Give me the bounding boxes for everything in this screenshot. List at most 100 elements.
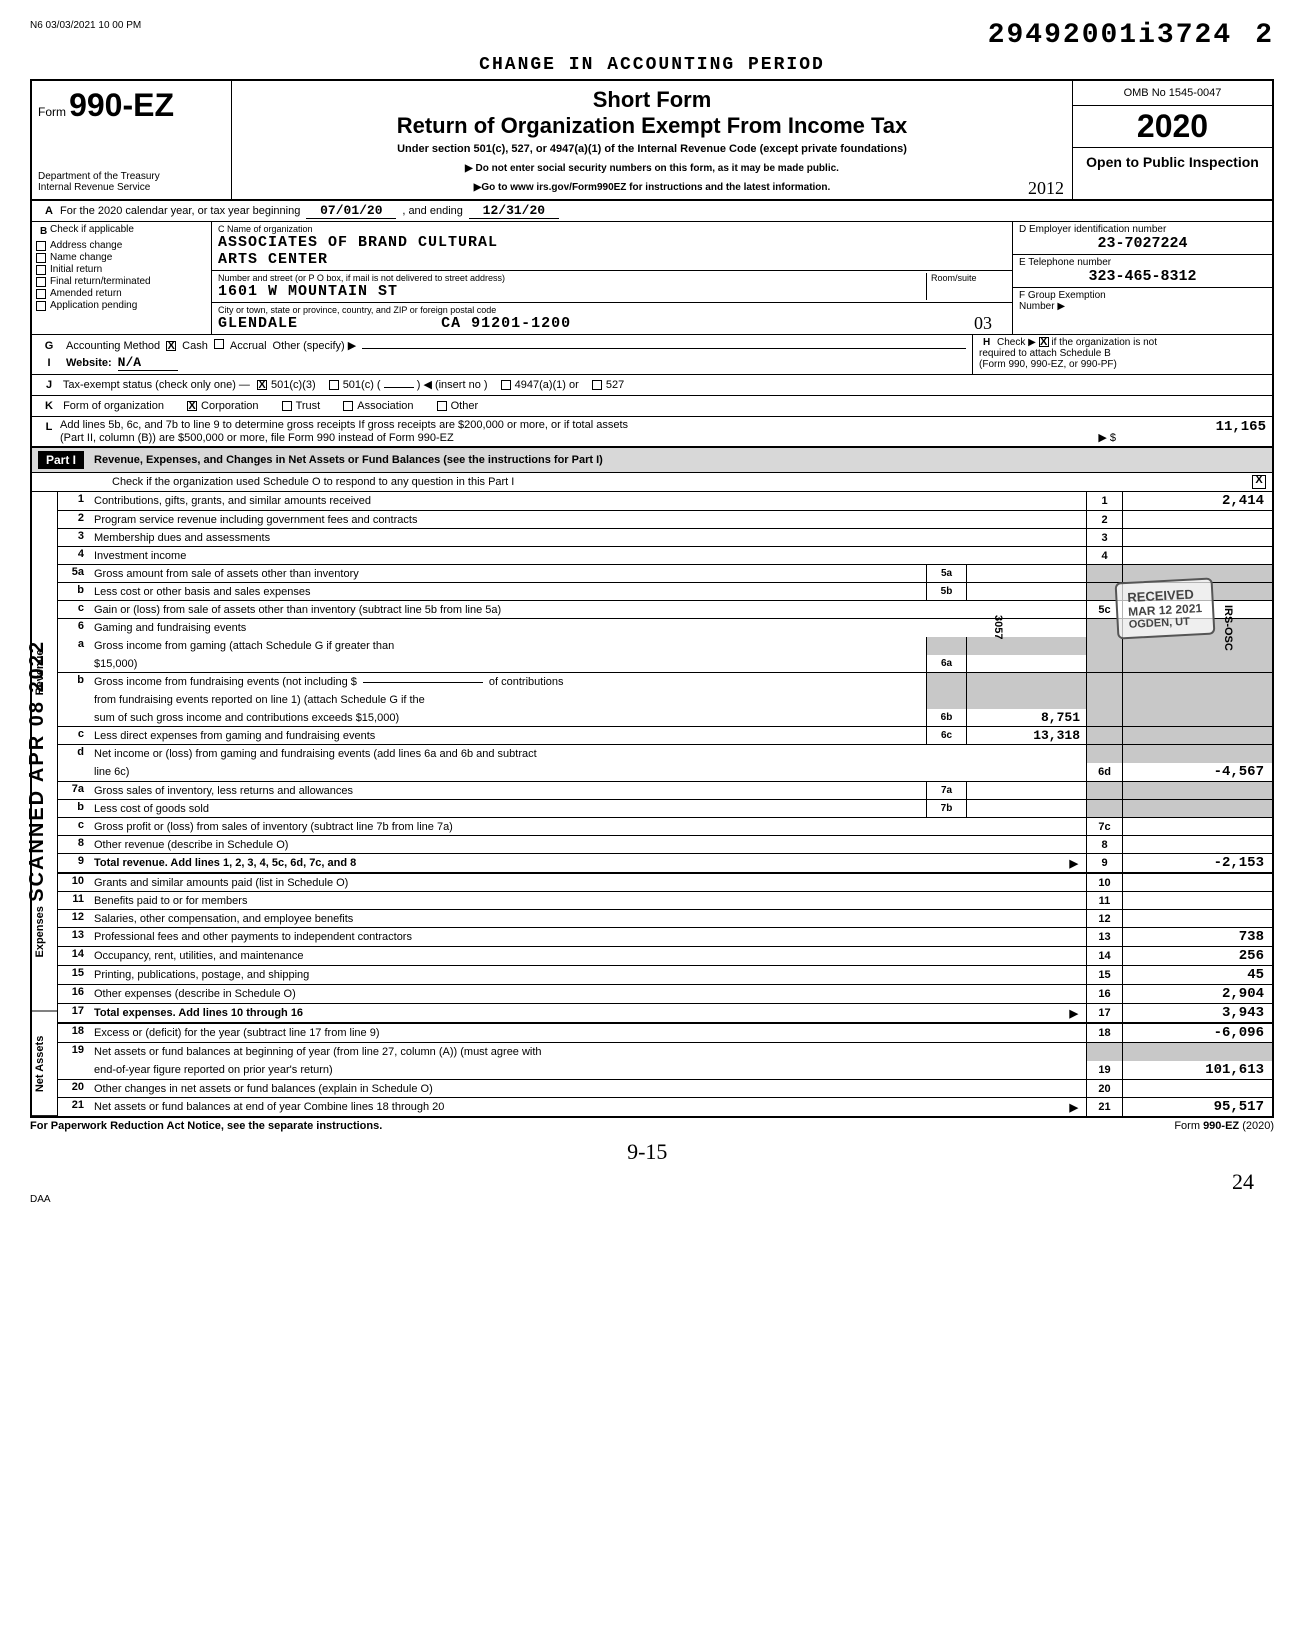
info-block: BCheck if applicable Address change Name… — [30, 222, 1274, 335]
line-15: 15 Printing, publications, postage, and … — [58, 966, 1272, 985]
check-amended-return[interactable]: Amended return — [36, 288, 207, 299]
column-c: C Name of organization ASSOCIATES OF BRA… — [212, 222, 1012, 334]
header-center: Short Form Return of Organization Exempt… — [232, 81, 1072, 199]
line-12: 12 Salaries, other compensation, and emp… — [58, 910, 1272, 928]
check-application-pending[interactable]: Application pending — [36, 300, 207, 311]
line-6b-1: b Gross income from fundraising events (… — [58, 673, 1272, 691]
checkbox-501c3[interactable] — [257, 380, 267, 390]
checkbox-501c[interactable] — [329, 380, 339, 390]
checkbox-4947[interactable] — [501, 380, 511, 390]
timestamp: N6 03/03/2021 10 00 PM — [30, 20, 141, 31]
line-1: 1 Contributions, gifts, grants, and simi… — [58, 492, 1272, 511]
line-6d-2: line 6c) 6d -4,567 — [58, 763, 1272, 782]
line-2: 2 Program service revenue including gove… — [58, 511, 1272, 529]
daa-label: DAA — [30, 1194, 1274, 1205]
checkbox-schedule-o[interactable] — [1252, 475, 1266, 489]
line-l: L Add lines 5b, 6c, and 7b to line 9 to … — [30, 417, 1274, 448]
begin-date: 07/01/20 — [306, 203, 396, 219]
received-stamp: RECEIVED MAR 12 2021 OGDEN, UT — [1115, 577, 1216, 639]
footer: For Paperwork Reduction Act Notice, see … — [30, 1118, 1274, 1134]
ein-row: D Employer identification number 23-7027… — [1013, 222, 1272, 255]
check-initial-return[interactable]: Initial return — [36, 264, 207, 275]
checkbox-trust[interactable] — [282, 401, 292, 411]
checkbox-cash[interactable] — [166, 341, 176, 351]
line-l-amount: 11,165 — [1116, 419, 1266, 444]
check-name-change[interactable]: Name change — [36, 252, 207, 263]
line-13: 13 Professional fees and other payments … — [58, 928, 1272, 947]
end-date: 12/31/20 — [469, 203, 559, 219]
ein-value: 23-7027224 — [1019, 235, 1266, 252]
line-7b: b Less cost of goods sold 7b — [58, 800, 1272, 818]
other-specify-input[interactable] — [362, 348, 966, 349]
handwritten-03: 03 — [974, 313, 992, 334]
form-header: Form 990-EZ Department of the Treasury I… — [30, 79, 1274, 199]
line-19-1: 19 Net assets or fund balances at beginn… — [58, 1043, 1272, 1061]
line-j: J Tax-exempt status (check only one) — 5… — [30, 375, 1274, 396]
dln: 29492001i3724 — [988, 20, 1232, 51]
check-address-change[interactable]: Address change — [36, 240, 207, 251]
checkbox-icon[interactable] — [36, 277, 46, 287]
b-label: Check if applicable — [50, 224, 134, 239]
checkbox-schedule-b[interactable] — [1039, 337, 1049, 347]
city-label: City or town, state or province, country… — [218, 305, 1006, 315]
line-h: H Check ▶ if the organization is not req… — [972, 335, 1272, 374]
line-5a: 5a Gross amount from sale of assets othe… — [58, 565, 1272, 583]
stamp-3057: 3057 — [992, 615, 1004, 639]
line-a-letter: A — [38, 203, 60, 219]
line-g: G Accounting Method Cash Accrual Other (… — [38, 338, 966, 354]
checkbox-association[interactable] — [343, 401, 353, 411]
return-title: Return of Organization Exempt From Incom… — [242, 113, 1062, 139]
footer-form-ref: Form 990-EZ (2020) — [1174, 1120, 1274, 1132]
grid-body: 1 Contributions, gifts, grants, and simi… — [58, 492, 1272, 1116]
form-prefix: Form — [38, 105, 66, 119]
org-state-zip: CA 91201-1200 — [441, 315, 571, 332]
room-label: Room/suite — [931, 273, 1006, 283]
phone-label: E Telephone number — [1019, 257, 1266, 268]
line-17: 17 Total expenses. Add lines 10 through … — [58, 1004, 1272, 1024]
part-1-label: Part I — [38, 451, 84, 469]
line-3: 3 Membership dues and assessments 3 — [58, 529, 1272, 547]
checkbox-corporation[interactable] — [187, 401, 197, 411]
line-18: 18 Excess or (deficit) for the year (sub… — [58, 1024, 1272, 1043]
line-21: 21 Net assets or fund balances at end of… — [58, 1098, 1272, 1116]
line-a: A For the 2020 calendar year, or tax yea… — [30, 199, 1274, 222]
line-6a-1: a Gross income from gaming (attach Sched… — [58, 637, 1272, 655]
return-subtitle: Under section 501(c), 527, or 4947(a)(1)… — [242, 143, 1062, 155]
line-11: 11 Benefits paid to or for members 11 — [58, 892, 1272, 910]
checkbox-icon[interactable] — [36, 301, 46, 311]
checkbox-icon[interactable] — [36, 241, 46, 251]
page-number: 2 — [1255, 20, 1274, 51]
checkbox-icon[interactable] — [36, 265, 46, 275]
instr-website: ▶Go to www irs.gov/Form990EZ for instruc… — [242, 182, 1062, 193]
checkbox-icon[interactable] — [36, 289, 46, 299]
dept-treasury: Department of the Treasury — [38, 171, 225, 182]
omb-number: OMB No 1545-0047 — [1073, 81, 1272, 106]
line-6b-3: sum of such gross income and contributio… — [58, 709, 1272, 727]
line-6a-2: $15,000) 6a — [58, 655, 1272, 673]
checkbox-other-org[interactable] — [437, 401, 447, 411]
line-7c: c Gross profit or (loss) from sales of i… — [58, 818, 1272, 836]
check-final-return[interactable]: Final return/terminated — [36, 276, 207, 287]
line-14: 14 Occupancy, rent, utilities, and maint… — [58, 947, 1272, 966]
line-5b: b Less cost or other basis and sales exp… — [58, 583, 1272, 601]
checkbox-accrual[interactable] — [214, 339, 224, 349]
phone-row: E Telephone number 323-465-8312 — [1013, 255, 1272, 288]
ein-label: D Employer identification number — [1019, 224, 1266, 235]
page: N6 03/03/2021 10 00 PM 29492001i3724 2 C… — [30, 20, 1274, 1205]
org-name-label: C Name of organization — [218, 224, 1006, 234]
checkbox-icon[interactable] — [36, 253, 46, 263]
part-1-title: Revenue, Expenses, and Changes in Net As… — [94, 454, 1266, 466]
header-right: OMB No 1545-0047 2020 Open to Public Ins… — [1072, 81, 1272, 199]
ghi-left: G Accounting Method Cash Accrual Other (… — [32, 335, 972, 374]
org-city: GLENDALE — [218, 315, 298, 332]
line-4: 4 Investment income 4 — [58, 547, 1272, 565]
line-6: 6 Gaming and fundraising events — [58, 619, 1272, 637]
checkbox-527[interactable] — [592, 380, 602, 390]
website-value: N/A — [118, 355, 178, 371]
part-1-grid: Revenue Expenses Net Assets 1 Contributi… — [30, 492, 1274, 1118]
group-number-label: Number ▶ — [1019, 301, 1266, 312]
scanned-stamp: SCANNED APR 08 2022 — [26, 640, 49, 902]
handwritten-corner: 24 — [1232, 1169, 1254, 1195]
ghi-block: G Accounting Method Cash Accrual Other (… — [30, 335, 1274, 375]
tax-year: 2020 — [1073, 106, 1272, 148]
